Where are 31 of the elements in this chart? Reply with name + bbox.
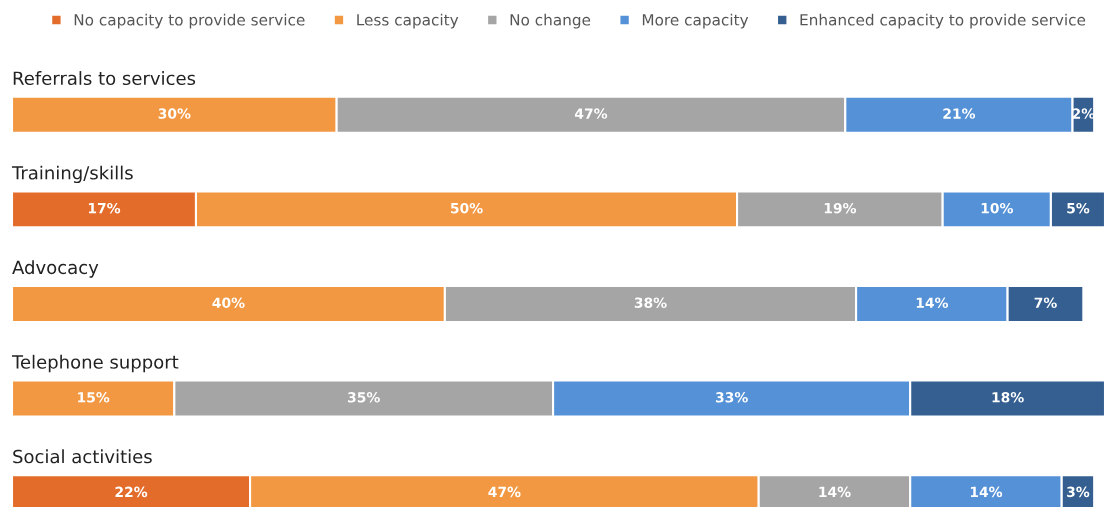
y-tick-label: Social activities bbox=[13, 449, 152, 464]
y-tick-label: Advocacy bbox=[12, 260, 99, 278]
data-label: 17% bbox=[88, 202, 121, 214]
data-label: 18% bbox=[992, 392, 1024, 403]
data-label: 50% bbox=[450, 202, 483, 214]
data-label: 30% bbox=[158, 108, 191, 119]
data-label: 38% bbox=[634, 297, 667, 308]
data-label: 3% bbox=[1067, 486, 1090, 498]
data-label: 14% bbox=[819, 486, 851, 498]
data-label: 10% bbox=[981, 202, 1013, 214]
y-tick-label: Training/skills bbox=[11, 165, 133, 184]
data-label: 47% bbox=[574, 108, 608, 119]
data-label: 22% bbox=[115, 486, 148, 498]
data-label: 5% bbox=[1067, 202, 1090, 214]
legend-label: Less capacity bbox=[357, 13, 459, 29]
data-label: 40% bbox=[212, 297, 245, 308]
data-label: 7% bbox=[1034, 297, 1057, 308]
data-label: 21% bbox=[943, 108, 976, 119]
data-label: 19% bbox=[824, 202, 857, 214]
data-label: 15% bbox=[78, 392, 110, 403]
legend-label: No capacity to provide service bbox=[74, 13, 305, 29]
legend-label: Enhanced capacity to provide service bbox=[800, 13, 1086, 29]
y-tick-label: Telephone support bbox=[11, 354, 179, 373]
data-label: 35% bbox=[348, 392, 380, 403]
data-label: 33% bbox=[715, 392, 748, 403]
data-label: 14% bbox=[916, 297, 949, 308]
legend-label: No change bbox=[510, 13, 591, 29]
data-label: 14% bbox=[970, 486, 1003, 498]
legend-label: More capacity bbox=[642, 13, 749, 29]
y-tick-label: Referrals to services bbox=[13, 71, 196, 86]
data-label: 47% bbox=[488, 486, 521, 498]
